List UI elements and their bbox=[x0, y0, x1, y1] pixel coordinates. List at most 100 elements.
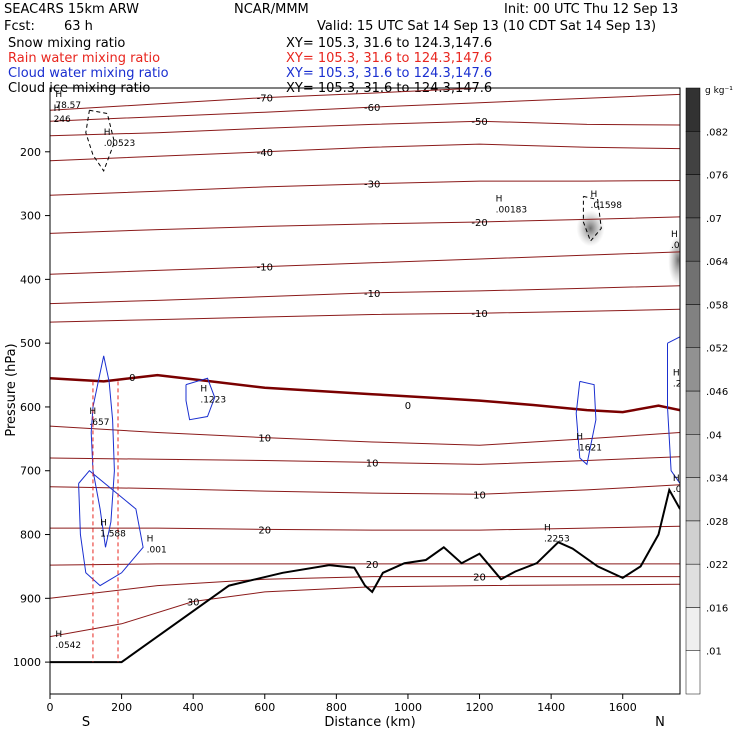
plot-frame bbox=[49, 87, 681, 695]
freezing-level-label: 0 bbox=[405, 401, 411, 412]
contour-label: -10 bbox=[471, 309, 487, 320]
colorbar-label: .058 bbox=[706, 300, 728, 311]
colorbar-swatch bbox=[685, 650, 701, 695]
cloud-water-contour bbox=[667, 336, 680, 485]
colorbar-swatch bbox=[685, 390, 701, 435]
colorbar-label: .022 bbox=[706, 560, 728, 571]
colorbar-label: .04 bbox=[706, 430, 722, 441]
field-xy-rain: XY= 105.3, 31.6 to 124.3,147.6 bbox=[286, 51, 493, 66]
contour-label: -70 bbox=[257, 94, 273, 105]
max-marker: H bbox=[576, 432, 583, 442]
model-title: SEAC4RS 15km ARW bbox=[4, 2, 140, 17]
temperature-contour bbox=[50, 285, 680, 305]
fcst-value: 63 h bbox=[64, 19, 93, 34]
colorbar-swatch bbox=[685, 304, 701, 348]
contour-label: 10 bbox=[473, 490, 486, 501]
max-value-label: .1223 bbox=[200, 396, 226, 406]
cloud-ice-contour bbox=[85, 109, 115, 172]
ice-shading bbox=[576, 210, 605, 247]
temperature-contour bbox=[50, 120, 680, 137]
colorbar-unit: g kg⁻¹ bbox=[705, 86, 733, 96]
max-marker: H bbox=[671, 230, 678, 240]
max-value-label: .001 bbox=[147, 545, 167, 555]
colorbar-label: .064 bbox=[706, 257, 728, 268]
max-marker: H bbox=[544, 524, 551, 534]
max-value-label: .2253 bbox=[544, 535, 570, 545]
valid-time: Valid: 15 UTC Sat 14 Sep 13 (10 CDT Sat … bbox=[317, 19, 657, 34]
contour-label: 10 bbox=[258, 434, 271, 445]
max-marker: H bbox=[100, 519, 107, 529]
colorbar-swatch bbox=[685, 347, 701, 392]
field-xy-cloud-water: XY= 105.3, 31.6 to 124.3,147.6 bbox=[286, 66, 493, 81]
field-name-snow: Snow mixing ratio bbox=[8, 36, 126, 51]
max-value-label: 78.57 bbox=[55, 101, 81, 111]
x-axis-label: Distance (km) bbox=[324, 715, 415, 730]
max-marker: H bbox=[55, 90, 62, 100]
y-tick-label: 500 bbox=[20, 337, 41, 350]
colorbar-label: .046 bbox=[706, 387, 728, 398]
contour-label: 10 bbox=[366, 458, 379, 469]
y-tick-label: 900 bbox=[20, 592, 41, 605]
colorbar-swatch bbox=[685, 174, 701, 219]
temperature-contour bbox=[50, 576, 680, 599]
colorbar-label: .01 bbox=[706, 647, 722, 658]
max-value-label: .001 bbox=[673, 485, 693, 495]
init-time: Init: 00 UTC Thu 12 Sep 13 bbox=[504, 2, 679, 17]
y-tick-label: 300 bbox=[20, 210, 41, 223]
fcst-label: Fcst: bbox=[4, 19, 35, 34]
y-tick-label: 200 bbox=[20, 146, 41, 159]
x-tick-label: 600 bbox=[254, 701, 275, 714]
contour-label: 20 bbox=[366, 560, 379, 571]
field-xy-snow: XY= 105.3, 31.6 to 124.3,147.6 bbox=[286, 36, 493, 51]
temperature-contour bbox=[50, 563, 680, 566]
max-value-label: .00183 bbox=[496, 205, 528, 215]
y-axis-label: Pressure (hPa) bbox=[4, 343, 19, 436]
temperature-contour bbox=[50, 484, 680, 495]
max-value-label: .1621 bbox=[576, 443, 602, 453]
contour-label: -10 bbox=[364, 289, 380, 300]
temperature-contour bbox=[50, 425, 680, 446]
contour-label: -20 bbox=[471, 218, 487, 229]
max-value-label: .257 bbox=[673, 380, 693, 390]
freezing-level-label: 0 bbox=[129, 373, 135, 384]
colorbar-swatch bbox=[685, 260, 701, 305]
colorbar-label: .052 bbox=[706, 344, 728, 355]
x-tick-label: 1600 bbox=[609, 701, 637, 714]
temperature-contour bbox=[50, 308, 680, 323]
terrain-line bbox=[50, 487, 680, 664]
org-label: NCAR/MMM bbox=[234, 2, 309, 17]
contour-label: -60 bbox=[364, 103, 380, 114]
temperature-contour bbox=[50, 525, 680, 531]
ice-shading bbox=[668, 235, 680, 286]
max-marker: H bbox=[673, 369, 680, 379]
cloud-ice-contour bbox=[582, 195, 602, 243]
x-tick-label: 1000 bbox=[394, 701, 422, 714]
colorbar-swatch bbox=[685, 607, 701, 651]
temperature-contour bbox=[50, 143, 680, 162]
x-tick-label: 1200 bbox=[466, 701, 494, 714]
x-tick-label: 800 bbox=[326, 701, 347, 714]
max-marker: H bbox=[673, 474, 680, 484]
max-marker: H bbox=[89, 407, 96, 417]
x-tick-label: 400 bbox=[183, 701, 204, 714]
y-tick-label: 400 bbox=[20, 273, 41, 286]
colorbar-label: .034 bbox=[706, 474, 728, 485]
cloud-water-contour bbox=[185, 377, 216, 421]
max-marker: H bbox=[496, 194, 503, 204]
max-marker: H bbox=[591, 190, 598, 200]
endpoint-left: S bbox=[82, 715, 90, 730]
cloud-water-contour bbox=[78, 469, 144, 587]
contour-label: 20 bbox=[258, 525, 271, 536]
endpoint-right: N bbox=[655, 715, 665, 730]
max-value-label: 1.588 bbox=[100, 530, 126, 540]
cloud-water-contour bbox=[90, 355, 115, 548]
temperature-contour bbox=[50, 180, 680, 196]
contour-label: -30 bbox=[364, 180, 380, 191]
colorbar: .01 .016 .022 .028 .034 .04 .046 .052 .058 .064 .0… bbox=[685, 87, 728, 695]
contour-label: -40 bbox=[257, 148, 273, 159]
colorbar-label: .082 bbox=[706, 127, 728, 138]
colorbar-label: .07 bbox=[706, 214, 722, 225]
temperature-contour bbox=[50, 216, 680, 234]
max-value-label: .01598 bbox=[591, 201, 623, 211]
